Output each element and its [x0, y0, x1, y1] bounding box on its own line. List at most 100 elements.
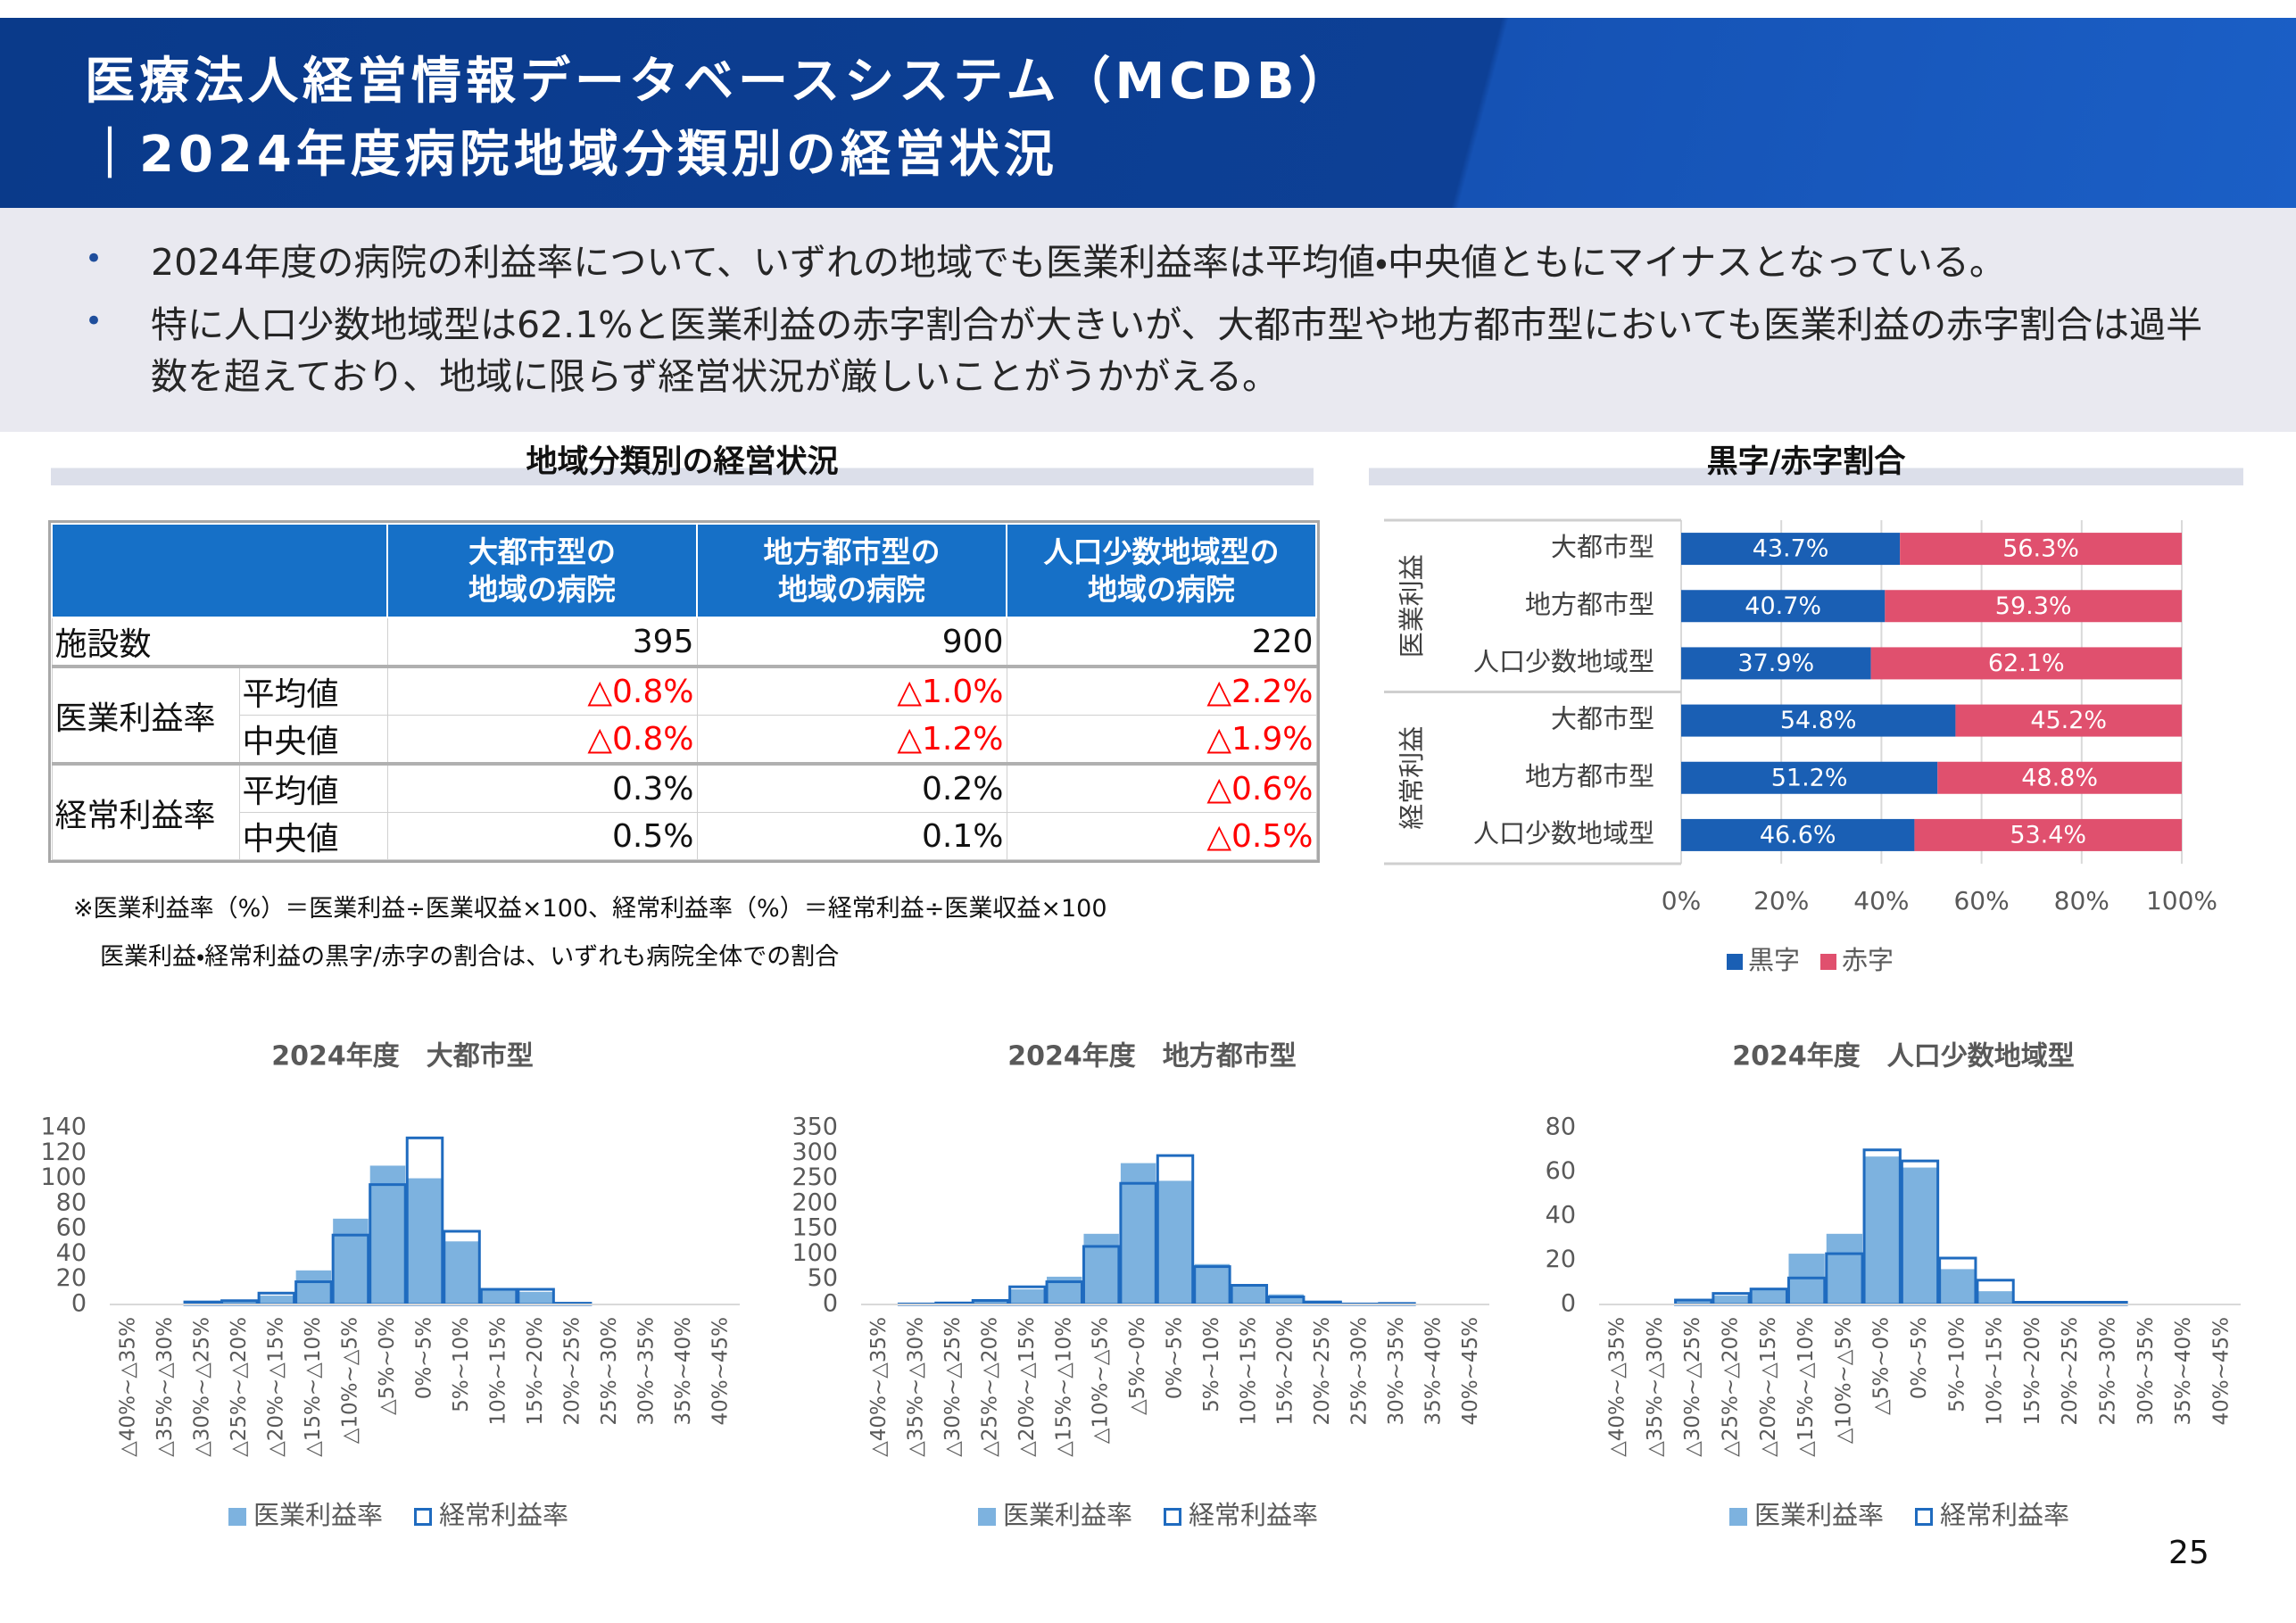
x-tick-label: 15%~20%	[2021, 1317, 2044, 1426]
x-tick-label: △25%~△20%	[1720, 1317, 1743, 1457]
data-label: 46.6%	[1760, 821, 1836, 849]
bar	[1120, 1163, 1156, 1304]
group-label: 医業利益率	[51, 665, 240, 765]
value-cell: △1.9%	[1006, 715, 1317, 765]
column-header: 大都市型の 地域の病院	[386, 523, 698, 618]
legend-label: 医業利益率	[1754, 1500, 1884, 1530]
bar	[1231, 1284, 1267, 1304]
x-tick-label: 5%~10%	[450, 1317, 473, 1412]
data-label: 54.8%	[1780, 707, 1857, 734]
row-sublabel: 平均値	[238, 762, 388, 813]
y-tick-label: 300	[792, 1139, 838, 1166]
bar	[1864, 1156, 1901, 1304]
legend-swatch	[228, 1508, 246, 1526]
bar	[481, 1289, 517, 1304]
value-cell: △0.5%	[1006, 812, 1317, 860]
data-label: 51.2%	[1771, 764, 1848, 791]
bar	[1083, 1233, 1119, 1304]
bar	[1675, 1300, 1712, 1304]
bar	[369, 1165, 406, 1304]
note: 医業利益・経常利益の黒字/赤字の割合は、いずれも病院全体での割合	[100, 943, 840, 971]
value-cell: △0.8%	[386, 665, 698, 716]
data-label: 59.3%	[1995, 592, 2072, 620]
y-tick-label: 60	[1546, 1157, 1576, 1185]
value-cell: 0.1%	[696, 812, 1007, 860]
bar-segment	[1885, 590, 2182, 623]
x-tick-label: 20%~25%	[2059, 1317, 2082, 1426]
x-tick-label: 60%	[1953, 886, 2009, 915]
row: 経常利益率 平均値 0.3% 0.2% △0.6%	[51, 762, 1317, 860]
x-tick-label: △10%~△5%	[1832, 1317, 1855, 1444]
header-row: 大都市型の 地域の病院 地方都市型の 地域の病院 人口少数地域型の 地域の病院	[51, 523, 1317, 618]
x-tick-label: 15%~20%	[524, 1317, 547, 1426]
summary: • 2024年度の病院の利益率について、いずれの地域でも医業利益率は平均値・中央…	[0, 208, 2296, 432]
value-cell: △1.2%	[696, 715, 1007, 765]
y-tick-label: 0	[823, 1290, 838, 1318]
bar	[221, 1300, 258, 1304]
x-tick-label: △30%~△25%	[190, 1317, 213, 1457]
x-tick-label: △10%~△5%	[1090, 1317, 1113, 1444]
legend-swatch	[1820, 954, 1836, 970]
bar	[1826, 1233, 1863, 1304]
value-cell: 900	[696, 617, 1007, 667]
row: 中央値 △0.8% △1.2% △1.9%	[52, 715, 1317, 765]
y-tick-label: 100	[792, 1239, 838, 1267]
y-tick-label: 40	[1546, 1202, 1576, 1230]
group-label: 経常利益	[1397, 726, 1427, 830]
bar	[1977, 1291, 2014, 1304]
bar	[1194, 1263, 1231, 1304]
bar-segment	[1681, 533, 1901, 566]
x-tick-label: △40%~△35%	[116, 1317, 139, 1457]
x-tick-label: 30%~35%	[2134, 1317, 2158, 1426]
legend-swatch	[978, 1508, 996, 1526]
x-tick-label: 35%~40%	[1422, 1317, 1445, 1426]
y-tick-label: 120	[40, 1139, 87, 1166]
bullet-dot: •	[85, 241, 104, 277]
data-label: 56.3%	[2002, 535, 2079, 563]
bar-segment	[1681, 647, 1871, 680]
column-header-line: 地方都市型の	[763, 534, 941, 569]
x-tick-label: 20%	[1753, 886, 1809, 915]
y-tick-label: 80	[1546, 1114, 1576, 1141]
bar	[407, 1178, 443, 1304]
value-cell: △0.8%	[386, 715, 698, 765]
x-tick-label: 5%~10%	[1945, 1317, 1969, 1412]
y-tick-label: 350	[792, 1114, 838, 1141]
row: 医業利益率 平均値 △0.8% △1.0% △2.2%	[51, 665, 1317, 765]
row: 中央値 0.5% 0.1% △0.5%	[52, 812, 1317, 860]
page-number: 25	[2168, 1535, 2209, 1571]
bar-segment	[1681, 704, 1956, 737]
x-tick-label: △30%~△25%	[941, 1317, 965, 1457]
legend-label: 医業利益率	[253, 1500, 383, 1530]
y-tick-label: 100	[40, 1163, 87, 1191]
category-label: 地方都市型	[1525, 761, 1654, 791]
bar-segment	[1955, 704, 2182, 737]
legend-label: 黒字	[1748, 945, 1800, 975]
row-sublabel: 平均値	[238, 665, 388, 716]
x-tick-label: 80%	[2054, 886, 2110, 915]
bar-segment	[1900, 533, 2182, 566]
legend-label: 経常利益率	[1189, 1500, 1318, 1530]
value-cell: 0.2%	[696, 762, 1007, 813]
x-tick-label: △20%~△15%	[1015, 1317, 1039, 1457]
x-tick-label: 25%~30%	[598, 1317, 621, 1426]
legend-label: 経常利益率	[1940, 1500, 2069, 1530]
x-tick-label: △30%~△25%	[1681, 1317, 1704, 1457]
chart-title: 2024年度 人口少数地域型	[1732, 1041, 2075, 1072]
x-tick-label: 0%	[1662, 886, 1701, 915]
bar	[295, 1270, 332, 1304]
x-tick-label: △25%~△20%	[228, 1317, 251, 1457]
x-tick-label: △20%~△15%	[1757, 1317, 1780, 1457]
x-tick-label: 100%	[2146, 886, 2217, 915]
legend-swatch	[1729, 1508, 1747, 1526]
x-tick-label: 5%~10%	[1200, 1317, 1223, 1412]
y-tick-label: 250	[792, 1163, 838, 1191]
x-tick-label: △15%~△10%	[1052, 1317, 1075, 1457]
y-tick-label: 40	[56, 1239, 87, 1267]
x-tick-label: △40%~△35%	[1606, 1317, 1629, 1457]
x-tick-label: △20%~△15%	[264, 1317, 287, 1457]
title: ｜2024年度病院地域分類別の経営状況	[85, 126, 1058, 184]
bar	[973, 1300, 1008, 1304]
